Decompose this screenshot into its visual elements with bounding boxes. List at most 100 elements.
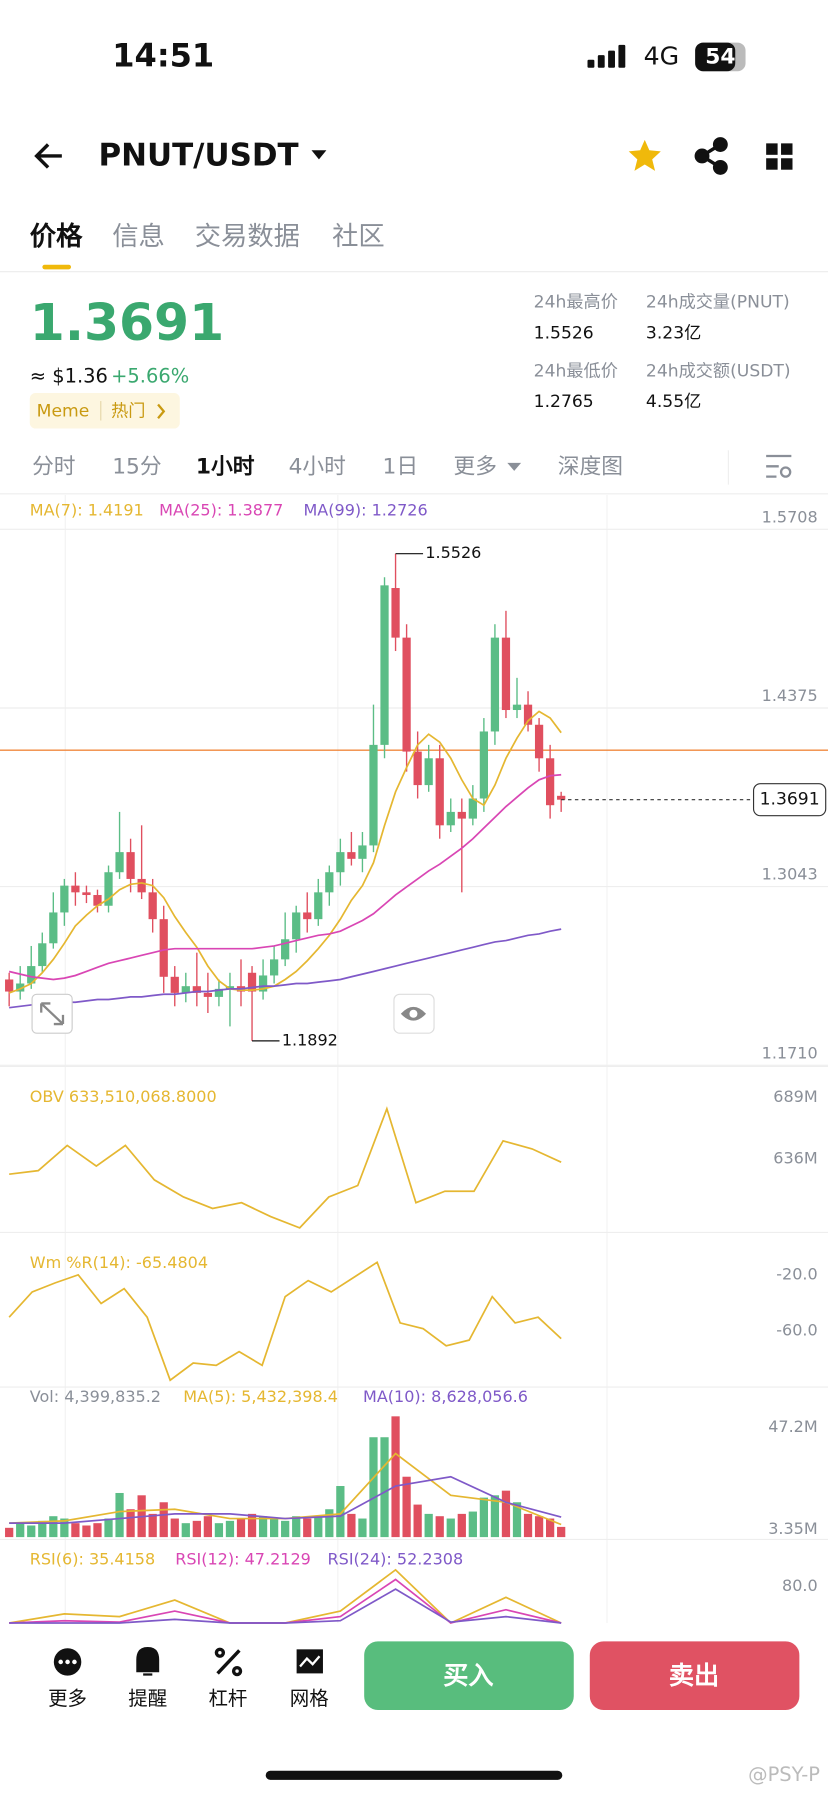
tab[interactable]: 价格 — [30, 221, 83, 252]
action-label[interactable]: 网格 — [290, 1687, 329, 1710]
stat-label: 24h最高价 — [534, 293, 618, 313]
volume-bar — [402, 1476, 411, 1538]
stat-label: 24h成交额(USDT) — [646, 361, 791, 381]
y-tick-label: -20.0 — [776, 1264, 817, 1283]
candle-body — [16, 983, 25, 992]
tag[interactable]: Meme — [37, 401, 90, 421]
interval[interactable]: 分时 — [32, 454, 76, 479]
signal-icon — [587, 44, 626, 68]
legend-entry: RSI(12): 47.2129 — [175, 1550, 311, 1569]
candle-body — [512, 704, 522, 711]
volume-bar — [60, 1518, 69, 1538]
battery-text: 54 — [705, 44, 735, 69]
buy-button[interactable] — [364, 1641, 574, 1711]
expand-icon[interactable] — [31, 993, 73, 1034]
interval[interactable]: 1日 — [383, 454, 419, 479]
volume-bar — [27, 1525, 36, 1538]
volume-bar — [170, 1518, 179, 1538]
action-label[interactable]: 提醒 — [128, 1687, 167, 1710]
tab[interactable]: 信息 — [112, 222, 165, 252]
battery-level — [695, 42, 736, 72]
volume-bar — [82, 1525, 91, 1538]
candle-body — [435, 758, 444, 826]
eye-icon[interactable] — [393, 993, 435, 1034]
volume-bar — [159, 1502, 168, 1538]
volume-bar — [203, 1516, 213, 1538]
volume-bar — [468, 1511, 477, 1538]
candle-body — [148, 892, 157, 920]
action-label[interactable]: 更多 — [48, 1687, 87, 1710]
volume-bar — [512, 1502, 522, 1538]
buy-label[interactable]: 买入 — [443, 1661, 493, 1690]
tab[interactable]: 社区 — [332, 222, 385, 252]
volume-bar — [490, 1495, 500, 1538]
usd-price: ≈ $1.36 — [30, 364, 108, 387]
candle-body — [347, 852, 356, 859]
last-price-label: 1.3691 — [760, 790, 820, 810]
grid-icon[interactable] — [766, 143, 793, 170]
stat-value: 1.2765 — [534, 392, 594, 412]
volume-bar — [446, 1518, 455, 1538]
tab[interactable]: 交易数据 — [195, 222, 300, 252]
alert-icon[interactable] — [136, 1647, 160, 1676]
share-icon[interactable] — [694, 137, 728, 175]
pair-title[interactable]: PNUT/USDT — [98, 138, 298, 174]
more-icon[interactable] — [53, 1648, 82, 1676]
volume-bar — [347, 1513, 356, 1538]
sell-button[interactable] — [589, 1641, 800, 1711]
more-dropdown — [507, 462, 522, 471]
volume-bar — [16, 1523, 25, 1538]
stat-label: 24h最低价 — [534, 361, 618, 381]
leverage-icon[interactable] — [214, 1647, 243, 1677]
sell-label[interactable]: 卖出 — [669, 1661, 719, 1690]
volume-bar — [5, 1527, 14, 1538]
settings-icon[interactable] — [766, 454, 792, 478]
interval[interactable]: 15分 — [112, 454, 161, 479]
candle-body — [181, 986, 190, 993]
action-label[interactable]: 杠杆 — [208, 1687, 247, 1710]
y-tick-label: 1.1710 — [762, 1043, 818, 1062]
volume-bar — [380, 1437, 389, 1538]
candle-body — [325, 872, 334, 893]
stat-label: 24h成交量(PNUT) — [646, 293, 790, 313]
interval[interactable]: 深度图 — [558, 454, 623, 479]
interval[interactable]: 更多 — [454, 454, 498, 479]
interval[interactable]: 4小时 — [289, 454, 346, 479]
volume-bar — [369, 1437, 378, 1538]
y-tick-label: 80.0 — [782, 1576, 818, 1595]
volume-bar — [479, 1497, 489, 1538]
y-tick-label: 47.2M — [768, 1417, 817, 1436]
indicator-line — [9, 928, 562, 1009]
volume-bar — [457, 1513, 466, 1538]
tab-indicator — [42, 264, 72, 270]
candle-body — [402, 637, 411, 752]
volume-bar — [336, 1486, 345, 1538]
candle-body — [126, 852, 135, 879]
back-button[interactable] — [34, 143, 62, 169]
indicator-line — [8, 1260, 562, 1382]
y-tick-label: 1.4375 — [762, 686, 818, 705]
candle-body — [545, 758, 555, 806]
candle-body — [336, 852, 345, 873]
y-tick-label: 1.3043 — [762, 865, 818, 884]
volume-bar — [126, 1509, 135, 1538]
pair-dropdown[interactable] — [311, 150, 327, 160]
volume-bar — [523, 1513, 533, 1538]
candle-body — [380, 585, 389, 745]
indicator-line — [9, 1475, 562, 1524]
candle-body — [557, 795, 566, 800]
volume-bar — [314, 1516, 323, 1538]
candle-body — [27, 966, 36, 984]
volume-bar — [325, 1509, 334, 1538]
favorite-star[interactable] — [628, 139, 661, 171]
volume-bar — [292, 1516, 301, 1538]
volume-bar — [214, 1523, 224, 1538]
stat-value: 3.23亿 — [646, 323, 701, 343]
volume-bar — [435, 1516, 444, 1538]
grid-bot-icon[interactable] — [296, 1649, 323, 1674]
high-label: 1.5526 — [425, 543, 481, 562]
interval[interactable]: 1小时 — [196, 454, 255, 479]
last-price-box — [752, 783, 827, 817]
tag[interactable]: 热门 — [111, 401, 145, 421]
indicator-line — [9, 1106, 562, 1229]
